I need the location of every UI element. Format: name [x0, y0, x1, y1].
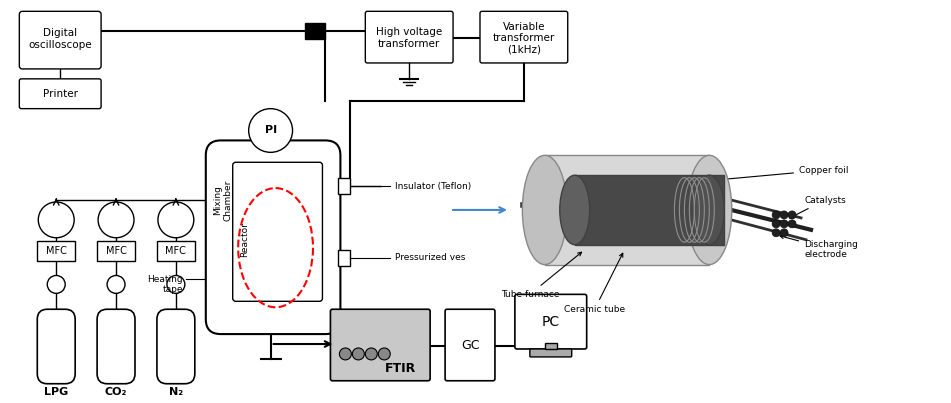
Ellipse shape	[522, 155, 567, 264]
FancyBboxPatch shape	[514, 294, 587, 349]
FancyBboxPatch shape	[330, 309, 430, 381]
Text: Discharging
electrode: Discharging electrode	[780, 235, 858, 260]
FancyBboxPatch shape	[157, 309, 195, 384]
Text: Pressurized ves: Pressurized ves	[396, 253, 466, 262]
Circle shape	[780, 211, 788, 219]
Text: Reactor: Reactor	[241, 222, 249, 257]
Bar	[265, 152, 276, 166]
Circle shape	[772, 211, 780, 219]
Text: MFC: MFC	[106, 246, 126, 256]
Text: Ceramic tube: Ceramic tube	[564, 253, 625, 314]
FancyBboxPatch shape	[19, 11, 101, 69]
FancyBboxPatch shape	[37, 309, 75, 384]
Text: CO₂: CO₂	[105, 387, 127, 397]
Text: Variable
transformer
(1kHz): Variable transformer (1kHz)	[493, 21, 555, 55]
Circle shape	[780, 220, 788, 228]
Bar	[545, 155, 709, 264]
Text: LPG: LPG	[44, 387, 68, 397]
Circle shape	[772, 229, 780, 237]
Text: Insulator (Teflon): Insulator (Teflon)	[396, 182, 472, 191]
Text: MFC: MFC	[46, 246, 67, 256]
Text: PC: PC	[542, 315, 560, 329]
Circle shape	[788, 211, 796, 219]
Text: High voltage
transformer: High voltage transformer	[376, 27, 442, 49]
Circle shape	[98, 202, 134, 238]
Circle shape	[365, 348, 378, 360]
Circle shape	[780, 229, 788, 237]
Text: Copper foil: Copper foil	[718, 166, 848, 181]
Circle shape	[772, 220, 780, 228]
Ellipse shape	[694, 175, 725, 245]
Text: Printer: Printer	[43, 89, 78, 99]
FancyBboxPatch shape	[19, 79, 101, 109]
Bar	[574, 175, 725, 245]
Text: GC: GC	[461, 339, 479, 353]
Text: Tube furnace: Tube furnace	[500, 252, 582, 299]
FancyBboxPatch shape	[480, 11, 568, 63]
Circle shape	[340, 348, 351, 360]
Circle shape	[167, 276, 184, 293]
Circle shape	[378, 348, 390, 360]
Text: Heating
tape: Heating tape	[147, 275, 183, 294]
FancyBboxPatch shape	[530, 349, 572, 357]
Text: MFC: MFC	[165, 246, 186, 256]
Text: FTIR: FTIR	[384, 362, 416, 375]
Ellipse shape	[560, 175, 590, 245]
Circle shape	[158, 202, 194, 238]
Circle shape	[248, 109, 293, 152]
Circle shape	[38, 202, 74, 238]
Text: N₂: N₂	[169, 387, 183, 397]
Circle shape	[788, 220, 796, 228]
Text: Digital
oscilloscope: Digital oscilloscope	[29, 28, 92, 50]
Ellipse shape	[687, 155, 731, 264]
Text: Catalysts: Catalysts	[789, 195, 845, 218]
FancyBboxPatch shape	[445, 309, 495, 381]
Bar	[97, 241, 135, 261]
Circle shape	[48, 276, 66, 293]
FancyBboxPatch shape	[97, 309, 135, 384]
FancyBboxPatch shape	[205, 140, 340, 334]
Bar	[545, 343, 556, 349]
Text: PI: PI	[264, 125, 277, 135]
Bar	[261, 166, 281, 172]
Circle shape	[353, 348, 364, 360]
Text: Mixing
Chamber: Mixing Chamber	[213, 179, 232, 221]
Circle shape	[107, 276, 125, 293]
Bar	[339, 250, 350, 266]
Bar	[37, 241, 75, 261]
Bar	[157, 241, 195, 261]
Bar	[305, 23, 325, 39]
FancyBboxPatch shape	[365, 11, 453, 63]
Bar	[339, 178, 350, 194]
FancyBboxPatch shape	[233, 162, 322, 301]
